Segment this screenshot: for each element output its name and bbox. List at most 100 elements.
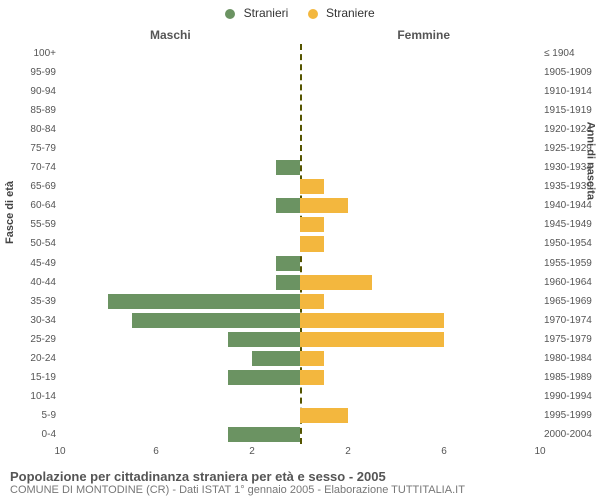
birth-year-label: 1985-1989 (544, 368, 598, 387)
legend-female-label: Straniere (326, 6, 375, 20)
birth-year-label: 1980-1984 (544, 349, 598, 368)
age-label: 20-24 (10, 349, 56, 368)
female-bar (300, 313, 444, 328)
male-bar (228, 332, 300, 347)
female-bar (300, 275, 372, 290)
birth-year-label: 1935-1939 (544, 177, 598, 196)
birth-year-label: 1940-1944 (544, 196, 598, 215)
male-bar (228, 427, 300, 442)
footer-subtitle: COMUNE DI MONTODINE (CR) - Dati ISTAT 1°… (10, 484, 590, 496)
male-bar (108, 294, 300, 309)
female-bar (300, 408, 348, 423)
female-half (300, 427, 540, 442)
female-half (300, 351, 540, 366)
female-bar (300, 198, 348, 213)
male-half (60, 103, 300, 118)
age-label: 25-29 (10, 330, 56, 349)
male-bar (228, 370, 300, 385)
pyramid-row: 55-591945-1949 (60, 215, 540, 234)
birth-year-label: 1920-1924 (544, 120, 598, 139)
male-half (60, 256, 300, 271)
pyramid-row: 0-42000-2004 (60, 425, 540, 444)
female-half (300, 389, 540, 404)
birth-year-label: 2000-2004 (544, 425, 598, 444)
pyramid-row: 85-891915-1919 (60, 101, 540, 120)
x-tick: 10 (534, 446, 545, 457)
pyramid-row: 20-241980-1984 (60, 349, 540, 368)
female-bar (300, 217, 324, 232)
plot-area: 100+≤ 190495-991905-190990-941910-191485… (60, 44, 540, 444)
male-half (60, 370, 300, 385)
chart-container: Stranieri Straniere Maschi Femmine Fasce… (0, 0, 600, 500)
female-half (300, 217, 540, 232)
male-half (60, 84, 300, 99)
age-label: 35-39 (10, 292, 56, 311)
age-label: 75-79 (10, 139, 56, 158)
female-half (300, 103, 540, 118)
age-label: 10-14 (10, 387, 56, 406)
side-title-female: Femmine (397, 28, 450, 42)
birth-year-label: 1930-1934 (544, 158, 598, 177)
birth-year-label: 1910-1914 (544, 82, 598, 101)
male-half (60, 332, 300, 347)
female-bar (300, 294, 324, 309)
pyramid-row: 75-791925-1929 (60, 139, 540, 158)
male-half (60, 275, 300, 290)
age-label: 80-84 (10, 120, 56, 139)
female-half (300, 141, 540, 156)
age-label: 30-34 (10, 311, 56, 330)
female-half (300, 122, 540, 137)
female-half (300, 370, 540, 385)
male-half (60, 141, 300, 156)
age-label: 65-69 (10, 177, 56, 196)
pyramid-row: 45-491955-1959 (60, 254, 540, 273)
female-half (300, 179, 540, 194)
female-bar (300, 332, 444, 347)
male-half (60, 46, 300, 61)
male-bar (276, 256, 300, 271)
female-half (300, 236, 540, 251)
female-half (300, 313, 540, 328)
male-half (60, 294, 300, 309)
male-half (60, 65, 300, 80)
birth-year-label: 1965-1969 (544, 292, 598, 311)
male-half (60, 236, 300, 251)
age-label: 90-94 (10, 82, 56, 101)
female-bar (300, 351, 324, 366)
legend-male: Stranieri (225, 6, 288, 20)
female-half (300, 294, 540, 309)
pyramid-row: 30-341970-1974 (60, 311, 540, 330)
footer: Popolazione per cittadinanza straniera p… (10, 469, 590, 496)
x-tick: 6 (153, 446, 159, 457)
age-label: 5-9 (10, 406, 56, 425)
female-half (300, 275, 540, 290)
male-half (60, 179, 300, 194)
birth-year-label: 1975-1979 (544, 330, 598, 349)
male-bar (132, 313, 300, 328)
pyramid-row: 35-391965-1969 (60, 292, 540, 311)
male-half (60, 351, 300, 366)
female-half (300, 65, 540, 80)
birth-year-label: 1915-1919 (544, 101, 598, 120)
birth-year-label: 1945-1949 (544, 215, 598, 234)
birth-year-label: 1960-1964 (544, 273, 598, 292)
age-label: 40-44 (10, 273, 56, 292)
birth-year-label: 1970-1974 (544, 311, 598, 330)
male-bar (276, 160, 300, 175)
pyramid-row: 60-641940-1944 (60, 196, 540, 215)
age-label: 70-74 (10, 158, 56, 177)
x-tick: 10 (54, 446, 65, 457)
age-label: 45-49 (10, 254, 56, 273)
birth-year-label: 1990-1994 (544, 387, 598, 406)
male-half (60, 160, 300, 175)
pyramid-row: 25-291975-1979 (60, 330, 540, 349)
legend-male-swatch (225, 9, 235, 19)
age-label: 15-19 (10, 368, 56, 387)
female-half (300, 408, 540, 423)
x-tick: 2 (249, 446, 255, 457)
pyramid-row: 40-441960-1964 (60, 273, 540, 292)
female-half (300, 84, 540, 99)
male-half (60, 389, 300, 404)
birth-year-label: 1925-1929 (544, 139, 598, 158)
male-bar (276, 275, 300, 290)
